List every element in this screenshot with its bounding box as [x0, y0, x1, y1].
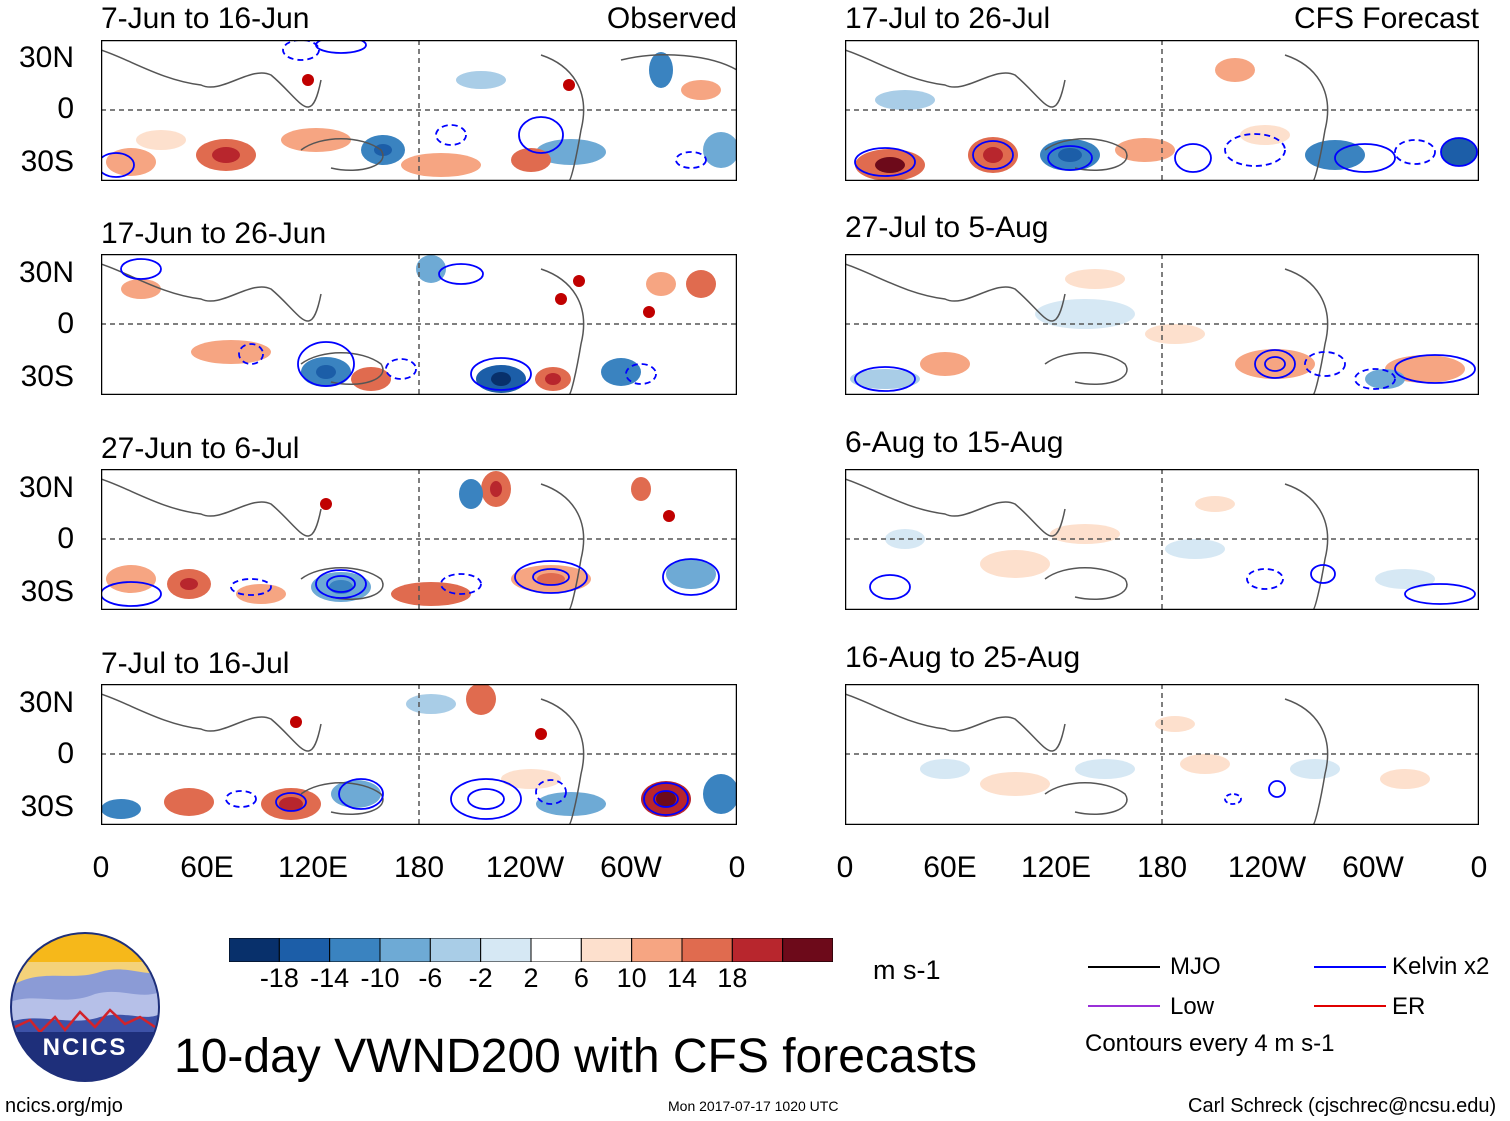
colorbar-swatch: [580, 938, 633, 962]
legend-er-label: ER: [1392, 993, 1426, 1020]
lat-label-30s-2: 30S: [20, 360, 74, 393]
legend-low-label: Low: [1170, 993, 1215, 1020]
ncics-logo-graphic: [10, 932, 160, 1082]
colorbar-swatch: [782, 938, 833, 962]
ncics-logo: NCICS: [10, 932, 160, 1082]
colorbar-swatch: [631, 938, 683, 962]
legend-kelvin-line: [1314, 966, 1386, 968]
lon-label-obs-120w: 120W: [485, 851, 565, 884]
lon-label-obs-60e: 60E: [180, 851, 234, 884]
observed-panel-4-title: 7-Jul to 16-Jul: [101, 647, 290, 680]
footer-url: ncics.org/mjo: [5, 1095, 123, 1117]
colorbar-swatch: [379, 938, 431, 962]
colorbar-tick-label: 18: [717, 963, 748, 993]
colorbar-tick-label: 10: [616, 963, 647, 993]
colorbar-tick-label: 2: [523, 963, 539, 993]
observed-panel-3-title: 27-Jun to 6-Jul: [101, 432, 300, 465]
observed-panel-2-map: [101, 254, 737, 395]
colorbar-swatch: [530, 938, 582, 962]
legend-low-line: [1088, 1005, 1160, 1007]
forecast-panel-4-title: 16-Aug to 25-Aug: [845, 641, 1081, 674]
legend-mjo-label: MJO: [1170, 953, 1221, 980]
storm-marker-ef: [535, 728, 547, 740]
footer-credit: Carl Schreck (cjschrec@ncsu.edu): [1188, 1095, 1497, 1117]
forecast-panel-2-title: 27-Jul to 5-Aug: [845, 211, 1049, 244]
colorbar-tick-label: -18: [259, 963, 299, 993]
colorbar-swatch: [278, 938, 331, 962]
lat-label-30n-2: 30N: [18, 256, 74, 289]
colorbar-swatch: [731, 938, 784, 962]
observed-panel-4-map: [101, 684, 737, 825]
forecast-label: CFS Forecast: [1293, 2, 1479, 35]
storm-markers: [555, 275, 655, 318]
storm-marker-n: [320, 498, 332, 510]
observed-label: Observed: [606, 2, 737, 35]
lon-label-fc-60w: 60W: [1342, 851, 1404, 884]
ncics-logo-text: NCICS: [42, 1034, 128, 1061]
forecast-panel-4-map: [845, 684, 1479, 825]
storm-marker-4: [663, 510, 675, 522]
legend-er-line: [1314, 1005, 1386, 1007]
storm-marker-b: [643, 306, 655, 318]
lat-label-30s-3: 30S: [20, 575, 74, 608]
lat-label-eq-4: 0: [57, 737, 74, 770]
lon-label-fc-120e: 120E: [1020, 851, 1092, 884]
observed-panel-3-map: [101, 469, 737, 610]
colorbar-swatch: [681, 938, 733, 962]
observed-panel-2-title: 17-Jun to 26-Jun: [101, 217, 327, 250]
storm-marker-c: [573, 275, 585, 287]
legend-contour-note: Contours every 4 m s-1: [1085, 1030, 1335, 1057]
colorbar-tick-label: -2: [468, 963, 493, 993]
forecast-panel-1-title: 17-Jul to 26-Jul: [845, 2, 1051, 35]
colorbar-tick-label: -10: [360, 963, 400, 993]
storm-markers: [320, 498, 675, 522]
lat-label-eq-3: 0: [57, 522, 74, 555]
storm-marker-m: [302, 74, 314, 86]
colorbar-swatch: [480, 938, 532, 962]
lon-label-obs-120e: 120E: [277, 851, 349, 884]
forecast-panel-2-map: [845, 254, 1479, 395]
colorbar-tick-label: -6: [418, 963, 443, 993]
footer-timestamp: Mon 2017-07-17 1020 UTC: [668, 1098, 839, 1114]
colorbar-tick-label: 6: [573, 963, 589, 993]
lat-label-eq-2: 0: [57, 307, 74, 340]
storm-marker-c: [563, 79, 575, 91]
lon-label-fc-0: 0: [836, 851, 854, 884]
storm-marker-t: [290, 716, 302, 728]
storm-markers: [290, 716, 547, 740]
colorbar-unit: m s-1: [873, 955, 941, 985]
lat-label-30n-4: 30N: [18, 686, 74, 719]
colorbar-swatch: [229, 938, 280, 962]
lat-label-30s-1: 30S: [20, 145, 74, 178]
forecast-panel-1-map: [845, 40, 1479, 181]
lon-label-fc-0-end: 0: [1470, 851, 1488, 884]
colorbar-swatch: [429, 938, 482, 962]
colorbar-tick-label: 14: [666, 963, 698, 993]
lat-label-30n-3: 30N: [18, 471, 74, 504]
lat-label-eq-1: 0: [57, 92, 74, 125]
colorbar-swatch: [329, 938, 381, 962]
lon-label-obs-0: 0: [92, 851, 110, 884]
colorbar: [229, 938, 833, 962]
lon-label-fc-180: 180: [1136, 851, 1188, 884]
lon-label-fc-60e: 60E: [923, 851, 977, 884]
forecast-panel-3-map: [845, 469, 1479, 610]
lat-label-30s-4: 30S: [20, 790, 74, 823]
observed-panel-1-map: [101, 40, 737, 181]
lon-label-obs-60w: 60W: [600, 851, 662, 884]
lat-label-30n-1: 30N: [18, 41, 74, 74]
storm-marker-d: [555, 293, 567, 305]
lon-label-obs-180: 180: [393, 851, 445, 884]
forecast-panel-3-title: 6-Aug to 15-Aug: [845, 426, 1064, 459]
storm-markers: [302, 74, 575, 91]
colorbar-tick-label: -14: [310, 963, 350, 993]
legend-mjo-line: [1088, 966, 1160, 968]
lon-label-obs-0-end: 0: [728, 851, 746, 884]
figure-title: 10-day VWND200 with CFS forecasts: [174, 1030, 977, 1083]
lon-label-fc-120w: 120W: [1227, 851, 1307, 884]
observed-panel-1-title: 7-Jun to 16-Jun: [101, 2, 310, 35]
legend-kelvin-label: Kelvin x2: [1392, 953, 1490, 980]
